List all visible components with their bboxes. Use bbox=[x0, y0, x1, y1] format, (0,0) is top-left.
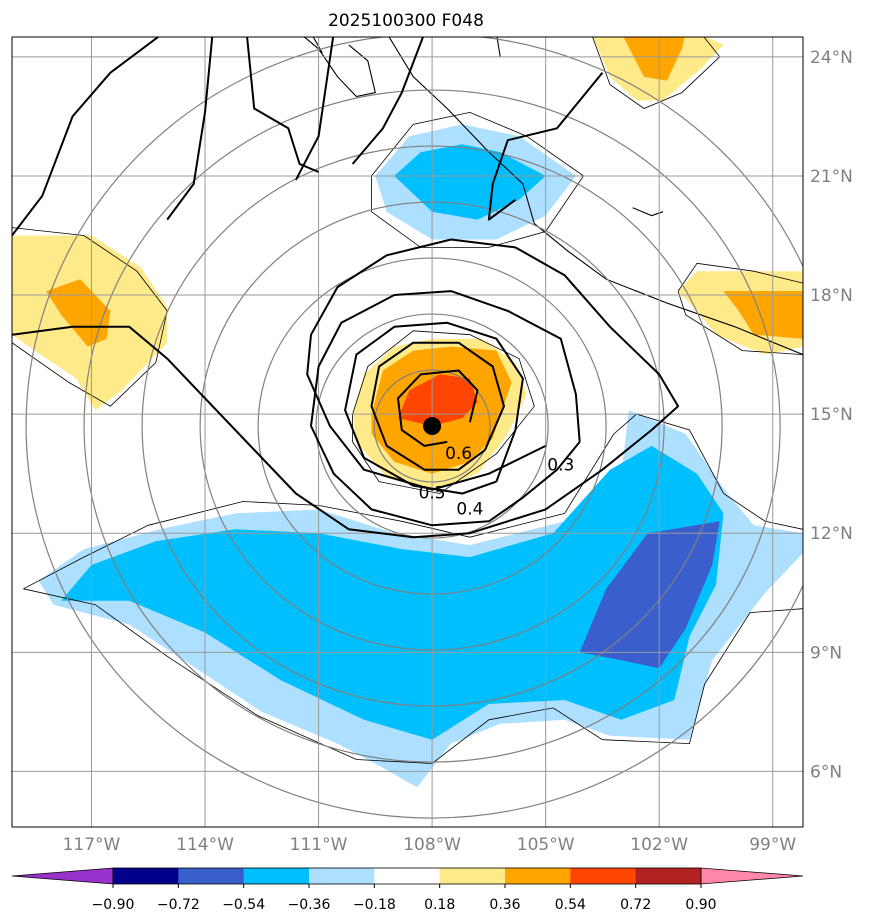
fill-outline-6 bbox=[677, 262, 803, 292]
colorbar-extend-high bbox=[700, 867, 804, 885]
colorbar-tick-label-1: −0.72 bbox=[157, 897, 200, 913]
fill-outline-0 bbox=[23, 413, 803, 590]
contour-line-4 bbox=[397, 369, 479, 447]
lat-tick-label-5: 21°N bbox=[810, 167, 853, 187]
lon-tick-label-2: 111°W bbox=[290, 835, 348, 855]
lat-tick-label-4: 18°N bbox=[810, 286, 853, 306]
contour-label-3: 0.6 bbox=[445, 444, 472, 464]
colorbar-swatch-7 bbox=[570, 868, 637, 884]
colorbar-swatch-3 bbox=[309, 868, 375, 884]
filled-region-13 bbox=[723, 291, 803, 339]
lat-tick-label-6: 24°N bbox=[810, 48, 853, 68]
filled-region-9 bbox=[398, 374, 478, 426]
fill-outline-2 bbox=[371, 111, 585, 248]
coastline-2 bbox=[496, 37, 501, 57]
colorbar-swatch-2 bbox=[243, 868, 310, 884]
map-plot-area bbox=[12, 37, 803, 827]
contour-line-10 bbox=[487, 72, 604, 221]
contour-line-2 bbox=[344, 321, 524, 495]
colorbar: −0.90 −0.72 −0.54 −0.36 −0.18 0.18 0.36 0.54 0.7… bbox=[11, 867, 804, 913]
colorbar-frame bbox=[112, 867, 702, 885]
colorbar-tick-label-9: 0.90 bbox=[685, 897, 716, 913]
map-frame bbox=[11, 36, 804, 828]
contour-line-9 bbox=[351, 37, 425, 165]
filled-region-2 bbox=[579, 521, 720, 669]
lat-tick-label-3: 15°N bbox=[810, 405, 853, 425]
fill-outline-3 bbox=[12, 227, 168, 407]
colorbar-tick-label-8: 0.72 bbox=[620, 897, 651, 913]
graticule bbox=[12, 37, 803, 827]
contour-line-5 bbox=[12, 37, 160, 237]
lon-tick-label-1: 114°W bbox=[176, 835, 234, 855]
lat-tick-label-0: 6°N bbox=[810, 762, 842, 782]
lon-tick-label-4: 105°W bbox=[517, 835, 575, 855]
fill-outlines bbox=[12, 37, 803, 764]
colorbar-swatch-5 bbox=[439, 868, 506, 884]
contour-line-0 bbox=[12, 238, 680, 539]
storm-center bbox=[423, 417, 442, 436]
lon-tick-label-6: 99°W bbox=[749, 835, 796, 855]
lon-tick-label-0: 117°W bbox=[63, 835, 121, 855]
coastline-1 bbox=[388, 37, 803, 356]
colorbar-tick-label-7: 0.54 bbox=[555, 897, 586, 913]
colorbar-tick-label-3: −0.36 bbox=[288, 897, 331, 913]
contour-label-0: 0.3 bbox=[547, 456, 574, 476]
chart-title: 2025100300 F048 bbox=[328, 11, 484, 31]
latitude-tick-labels: 6°N 9°N 12°N 15°N 18°N 21°N 24°N bbox=[810, 48, 853, 783]
black-contours bbox=[12, 37, 680, 539]
lat-tick-label-2: 12°N bbox=[810, 524, 853, 544]
filled-region-11 bbox=[623, 37, 685, 81]
lat-tick-label-1: 9°N bbox=[810, 643, 842, 663]
filled-region-1 bbox=[61, 445, 724, 740]
colorbar-swatch-0 bbox=[113, 868, 179, 884]
longitude-tick-labels: 117°W 114°W 111°W 108°W 105°W 102°W 99°W bbox=[63, 835, 797, 855]
colorbar-tick-label-2: −0.54 bbox=[222, 897, 265, 913]
contour-line-7 bbox=[246, 37, 319, 173]
lon-tick-label-5: 102°W bbox=[630, 835, 688, 855]
colorbar-tick-label-0: −0.90 bbox=[92, 897, 135, 913]
contour-labels: 0.3 0.4 0.5 0.6 bbox=[419, 444, 575, 520]
fill-outline-1 bbox=[23, 588, 803, 764]
fill-outline-4 bbox=[352, 330, 535, 494]
contour-line-8 bbox=[295, 37, 335, 181]
contour-label-1: 0.4 bbox=[456, 499, 483, 519]
colorbar-swatch-8 bbox=[635, 868, 702, 884]
colorbar-extend-low bbox=[11, 867, 114, 885]
contour-line-3 bbox=[370, 341, 505, 471]
filled-contours bbox=[12, 37, 803, 788]
contour-line-1 bbox=[310, 290, 581, 527]
fill-outline-5 bbox=[592, 37, 721, 109]
contour-line-6 bbox=[166, 37, 214, 221]
filled-region-6 bbox=[46, 279, 111, 347]
colorbar-swatch-4 bbox=[374, 868, 441, 884]
colorbar-tick-label-4: −0.18 bbox=[353, 897, 396, 913]
contour-label-2: 0.5 bbox=[419, 484, 446, 504]
colorbar-swatch-1 bbox=[178, 868, 245, 884]
storm-center-dot bbox=[423, 417, 442, 436]
colorbar-tick-label-6: 0.36 bbox=[489, 897, 520, 913]
colorbar-tick-label-5: 0.18 bbox=[424, 897, 455, 913]
colorbar-swatch-6 bbox=[505, 868, 571, 884]
lon-tick-label-3: 108°W bbox=[403, 835, 461, 855]
